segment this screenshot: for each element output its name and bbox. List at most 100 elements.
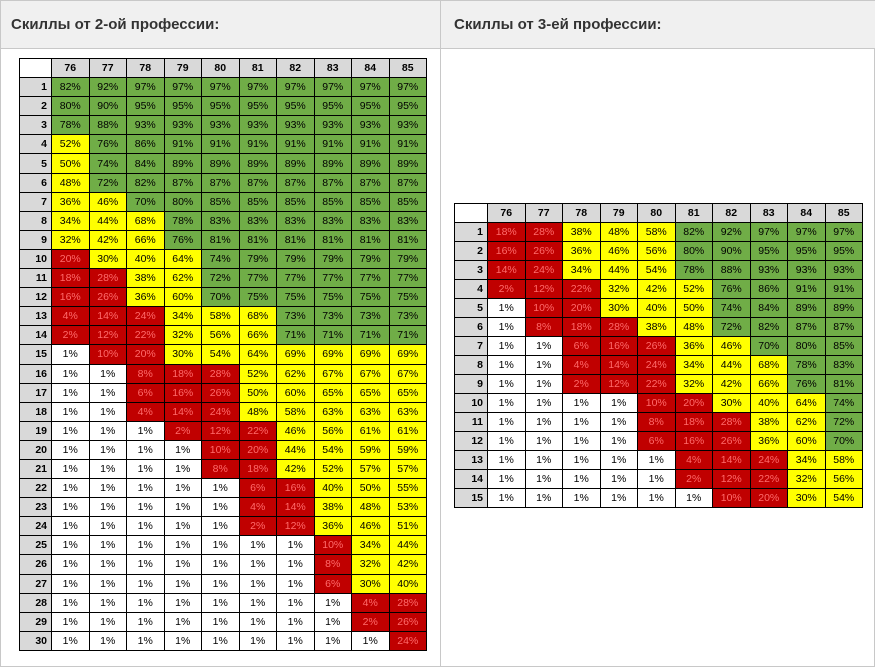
chance-cell: 91% [824, 279, 863, 299]
chance-cell: 50% [51, 153, 90, 174]
chance-cell: 80% [787, 336, 826, 356]
table-row: 4 52% 76% 86% 91% 91% 91% 91% 91% 91% 91% [19, 134, 427, 155]
chance-cell: 57% [351, 458, 390, 480]
chance-cell: 22% [637, 374, 676, 394]
chance-cell: 68% [126, 210, 165, 231]
chance-cell: 1% [524, 412, 563, 432]
chance-cell: 97% [126, 77, 165, 98]
row-header: 6 [454, 317, 488, 337]
chance-cell: 87% [787, 317, 826, 337]
chance-cell: 1% [562, 469, 601, 489]
chance-cell: 81% [388, 229, 427, 250]
chance-cell: 48% [674, 317, 713, 337]
table-row: 28 1% 1% 1% 1% 1% 1% 1% 1% 4% 28% [19, 592, 427, 613]
chance-cell: 56% [824, 469, 863, 489]
chance-cell: 1% [276, 611, 315, 632]
skills-2nd-profession-table: 76 77 78 79 80 81 82 83 84 85 1 82% 92% 97% 97% 97% 97% 9… [19, 57, 427, 651]
table-row: 30 1% 1% 1% 1% 1% 1% 1% 1% 1% 24% [19, 630, 427, 651]
column-header: 78 [562, 203, 601, 223]
chance-cell: 6% [126, 382, 165, 403]
table-row: 25 1% 1% 1% 1% 1% 1% 1% 10% 34% 44% [19, 535, 427, 556]
chance-cell: 1% [51, 439, 90, 460]
chance-cell: 40% [313, 478, 352, 499]
chance-cell: 44% [276, 439, 315, 460]
chance-cell: 1% [126, 458, 165, 480]
chance-cell: 1% [201, 535, 240, 556]
corner-cell [454, 203, 488, 223]
chance-cell: 1% [599, 412, 638, 432]
chance-cell: 1% [163, 458, 202, 480]
chance-cell: 85% [351, 191, 390, 212]
chance-cell: 73% [313, 306, 352, 327]
chance-cell: 54% [637, 260, 676, 280]
chance-cell: 10% [524, 298, 563, 318]
chance-cell: 83% [824, 355, 863, 375]
chance-cell: 1% [201, 497, 240, 518]
table-row: 15 1% 1% 1% 1% 1% 1% 10% 20% 30% 54% [454, 488, 863, 508]
column-header: 76 [51, 57, 90, 79]
chance-cell: 1% [351, 630, 390, 651]
chance-cell: 1% [524, 393, 563, 413]
row-header: 3 [454, 260, 488, 280]
chance-cell: 93% [201, 115, 240, 136]
row-header: 14 [454, 469, 488, 489]
chance-cell: 66% [749, 374, 788, 394]
chance-cell: 26% [201, 382, 240, 403]
chance-cell: 87% [388, 172, 427, 193]
chance-cell: 1% [88, 458, 127, 480]
chance-cell: 86% [749, 279, 788, 299]
chance-cell: 95% [824, 241, 863, 261]
chance-cell: 1% [313, 592, 352, 613]
chance-cell: 81% [824, 374, 863, 394]
table-row: 10 1% 1% 1% 1% 10% 20% 30% 40% 64% 74% [454, 393, 863, 413]
chance-cell: 1% [163, 439, 202, 460]
chance-cell: 63% [388, 401, 427, 422]
chance-cell: 60% [276, 382, 315, 403]
row-header: 28 [19, 592, 52, 613]
row-header: 27 [19, 573, 52, 594]
table-row: 12 16% 26% 36% 60% 70% 75% 75% 75% 75% 75% [19, 287, 427, 308]
chance-cell: 88% [712, 260, 751, 280]
chance-cell: 30% [599, 298, 638, 318]
chance-cell: 24% [201, 401, 240, 422]
chance-cell: 97% [351, 77, 390, 98]
chance-cell: 4% [351, 592, 390, 613]
chance-cell: 95% [238, 96, 277, 117]
chance-cell: 14% [487, 260, 526, 280]
chance-cell: 1% [524, 355, 563, 375]
row-header: 24 [19, 516, 52, 537]
chance-cell: 78% [674, 260, 713, 280]
column-header: 78 [126, 57, 165, 79]
chance-cell: 93% [163, 115, 202, 136]
chance-cell: 91% [787, 279, 826, 299]
chance-cell: 93% [276, 115, 315, 136]
chance-cell: 95% [201, 96, 240, 117]
chance-cell: 1% [126, 439, 165, 460]
chance-cell: 1% [487, 336, 526, 356]
row-header: 9 [454, 374, 488, 394]
chance-cell: 70% [749, 336, 788, 356]
chance-cell: 1% [88, 535, 127, 556]
table-row: 20 1% 1% 1% 1% 10% 20% 44% 54% 59% 59% [19, 439, 427, 460]
chance-cell: 36% [313, 516, 352, 537]
table-row: 9 32% 42% 66% 76% 81% 81% 81% 81% 81% 81% [19, 229, 427, 250]
chance-cell: 38% [637, 317, 676, 337]
chance-cell: 44% [388, 535, 427, 556]
chance-cell: 82% [674, 222, 713, 242]
chance-cell: 97% [163, 77, 202, 98]
chance-cell: 69% [313, 344, 352, 365]
chance-cell: 77% [351, 268, 390, 289]
left-panel-title: Скиллы от 2-ой профессии: [11, 16, 220, 33]
chance-cell: 12% [599, 374, 638, 394]
chance-cell: 34% [674, 355, 713, 375]
chance-cell: 97% [313, 77, 352, 98]
chance-cell: 32% [674, 374, 713, 394]
chance-cell: 95% [126, 96, 165, 117]
chance-cell: 72% [201, 268, 240, 289]
chance-cell: 4% [126, 401, 165, 422]
chance-cell: 20% [674, 393, 713, 413]
chance-cell: 93% [749, 260, 788, 280]
chance-cell: 1% [51, 458, 90, 480]
chance-cell: 57% [388, 458, 427, 480]
chance-cell: 4% [562, 355, 601, 375]
